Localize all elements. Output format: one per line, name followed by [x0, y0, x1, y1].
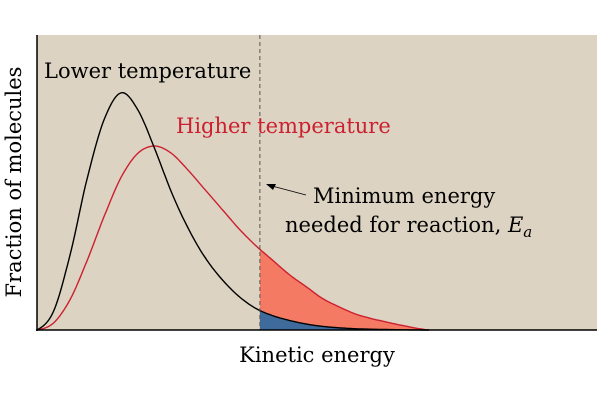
- annotation-arrow-line: [271, 185, 307, 196]
- plot-background: [37, 35, 597, 330]
- shaded-area-higher-temperature: [259, 249, 429, 330]
- shaded-area-lower-temperature: [259, 310, 429, 330]
- annotation-arrowhead: [266, 184, 276, 190]
- lower-temperature-curve: [36, 92, 429, 331]
- series-label-lower-temperature: Lower temperature: [44, 59, 251, 83]
- threshold-annotation-line2-text: needed for reaction,: [285, 213, 501, 237]
- higher-temperature-curve: [36, 145, 430, 331]
- x-axis-label: Kinetic energy: [239, 343, 395, 367]
- threshold-annotation-line2: needed for reaction, Ea: [285, 213, 532, 241]
- y-axis-label: Fraction of molecules: [2, 67, 26, 298]
- series-label-higher-temperature: Higher temperature: [176, 114, 391, 138]
- threshold-annotation-line1: Minimum energy: [313, 184, 495, 208]
- activation-energy-symbol: E: [507, 213, 523, 237]
- activation-energy-subscript: a: [523, 223, 532, 241]
